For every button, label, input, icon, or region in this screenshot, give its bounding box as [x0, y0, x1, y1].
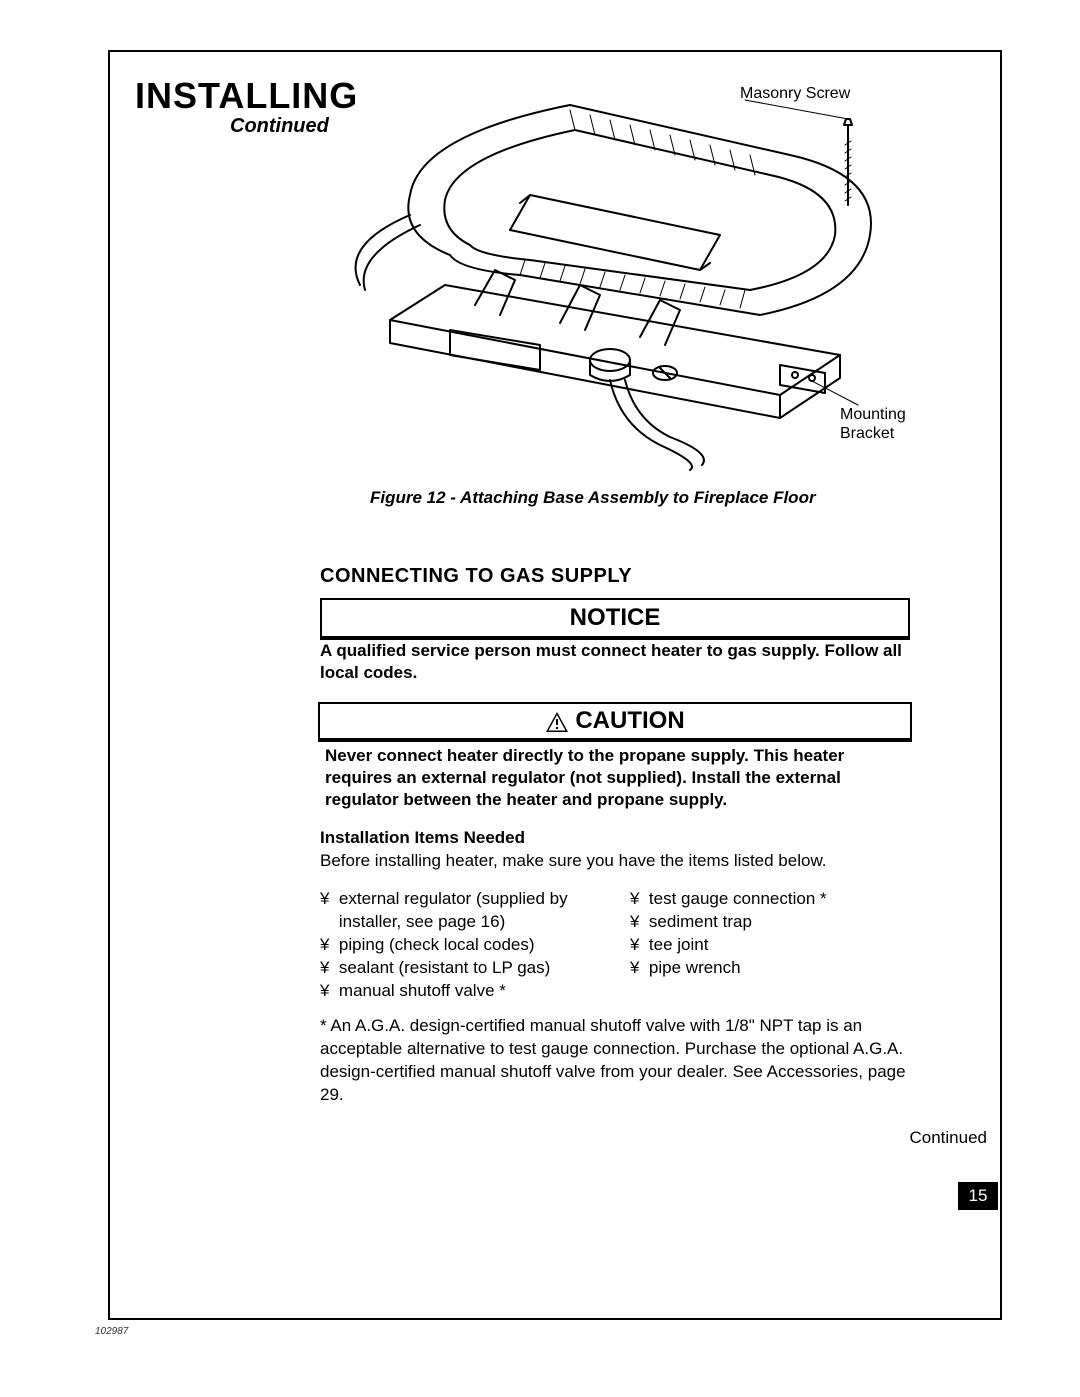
list-item: installer, see page 16): [320, 911, 600, 934]
warning-triangle-icon: [545, 711, 569, 733]
figure-caption: Figure 12 - Attaching Base Assembly to F…: [370, 488, 816, 508]
caution-body: Never connect heater directly to the pro…: [325, 745, 910, 811]
label-mounting-bracket: Mounting Bracket: [840, 405, 906, 443]
label-mounting-line1: Mounting: [840, 405, 906, 424]
list-item: ¥ test gauge connection *: [630, 888, 910, 911]
list-item: ¥ piping (check local codes): [320, 934, 600, 957]
label-masonry-screw: Masonry Screw: [740, 85, 850, 103]
notice-box: NOTICE: [320, 598, 910, 640]
items-heading: Installation Items Needed: [320, 828, 525, 848]
notice-header: NOTICE: [322, 600, 908, 638]
page-title: INSTALLING: [135, 75, 358, 117]
section-heading-gas-supply: CONNECTING TO GAS SUPPLY: [320, 565, 632, 588]
list-item: ¥ tee joint: [630, 934, 910, 957]
list-item: ¥ sediment trap: [630, 911, 910, 934]
list-item: ¥ sealant (resistant to LP gas): [320, 957, 600, 980]
caution-box: CAUTION: [318, 702, 912, 742]
list-item: ¥ manual shutoff valve *: [320, 980, 600, 1003]
continued-label-bottom: Continued: [909, 1128, 987, 1148]
label-mounting-line2: Bracket: [840, 424, 906, 443]
items-column-1: ¥ external regulator (supplied by instal…: [320, 888, 600, 1003]
caution-header: CAUTION: [320, 704, 910, 740]
continued-label-top: Continued: [230, 115, 329, 138]
items-column-2: ¥ test gauge connection * ¥ sediment tra…: [630, 888, 910, 1003]
list-item: ¥ pipe wrench: [630, 957, 910, 980]
items-list: ¥ external regulator (supplied by instal…: [320, 888, 910, 1003]
items-intro: Before installing heater, make sure you …: [320, 851, 827, 871]
page-number: 15: [958, 1182, 998, 1210]
notice-body: A qualified service person must connect …: [320, 640, 905, 684]
footnote: * An A.G.A. design-certified manual shut…: [320, 1015, 925, 1107]
caution-header-text: CAUTION: [575, 707, 684, 734]
list-item: ¥ external regulator (supplied by: [320, 888, 600, 911]
document-id: 102987: [95, 1326, 128, 1337]
